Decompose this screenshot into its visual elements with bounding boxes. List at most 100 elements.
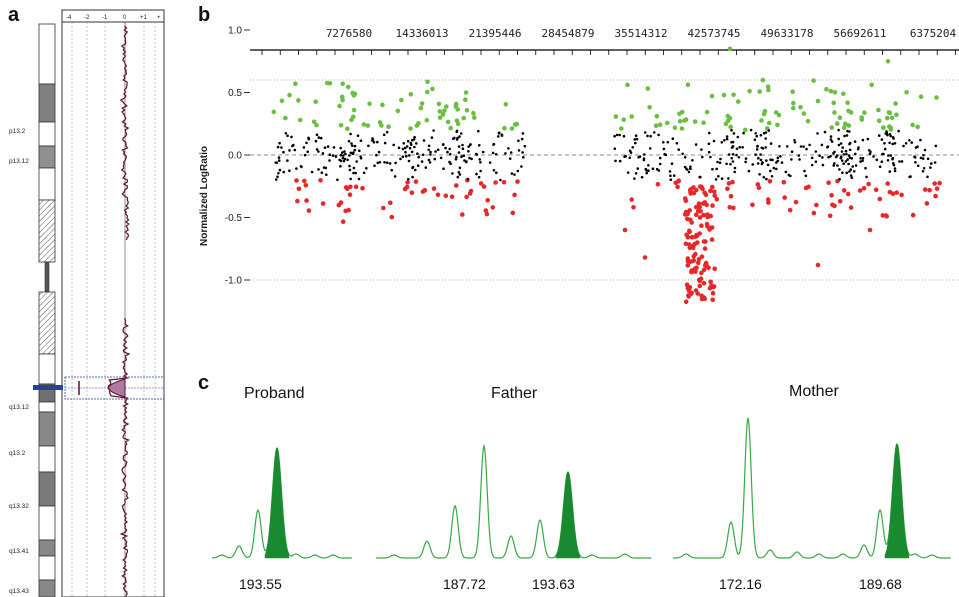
data-point	[631, 146, 634, 149]
data-point	[424, 166, 428, 169]
data-point	[791, 105, 796, 111]
data-point	[442, 143, 445, 146]
data-point	[730, 156, 733, 160]
data-point	[694, 143, 698, 146]
data-point	[685, 256, 691, 261]
data-point	[709, 155, 712, 159]
scale-label: 0	[123, 15, 127, 21]
data-point	[904, 90, 909, 95]
data-point	[798, 104, 803, 110]
data-point	[621, 117, 626, 122]
data-point	[475, 172, 478, 176]
data-point	[303, 153, 307, 157]
data-point	[708, 279, 713, 285]
band-label: q13.41	[9, 548, 29, 555]
data-point	[755, 134, 758, 138]
data-point	[704, 109, 710, 115]
data-point	[646, 134, 649, 138]
data-point	[820, 143, 824, 147]
data-point	[456, 136, 459, 140]
data-point	[696, 257, 702, 262]
data-point	[850, 157, 854, 160]
data-point	[431, 186, 437, 191]
data-point	[351, 152, 355, 156]
data-point	[468, 156, 471, 160]
data-point	[862, 110, 867, 115]
data-point	[834, 121, 840, 126]
data-point	[930, 162, 933, 165]
data-point	[828, 88, 834, 94]
data-point	[442, 167, 445, 170]
data-point	[719, 157, 722, 161]
data-point	[832, 89, 838, 95]
data-point	[766, 120, 772, 126]
data-point	[754, 153, 757, 156]
data-point	[892, 137, 895, 140]
data-point	[699, 296, 705, 302]
data-point	[390, 168, 394, 172]
data-point	[669, 178, 673, 181]
data-point	[458, 135, 461, 138]
data-point	[779, 155, 782, 158]
data-point	[362, 171, 366, 175]
data-point	[292, 143, 295, 147]
data-point	[829, 135, 833, 138]
data-point	[427, 144, 431, 148]
data-point	[899, 192, 904, 198]
data-point	[404, 150, 407, 154]
data-point	[887, 154, 890, 157]
data-point	[346, 158, 349, 162]
data-point	[731, 145, 735, 148]
data-point	[731, 153, 735, 156]
data-point	[859, 160, 862, 163]
data-point	[685, 285, 691, 291]
data-point	[723, 139, 726, 142]
data-point	[784, 170, 788, 174]
data-point	[457, 145, 461, 148]
data-point	[464, 108, 470, 113]
data-point	[888, 170, 892, 173]
data-point	[876, 107, 881, 113]
peak-label: 193.55	[239, 576, 282, 592]
data-point	[376, 140, 379, 144]
data-point	[286, 159, 289, 162]
data-point	[926, 175, 929, 179]
data-point	[866, 181, 871, 187]
data-point	[287, 92, 292, 98]
data-point	[703, 263, 708, 268]
data-point	[352, 166, 356, 170]
data-point	[373, 164, 376, 167]
data-point	[634, 172, 638, 175]
data-point	[477, 129, 480, 133]
data-point	[492, 169, 496, 172]
x-tick-label: 49633178	[761, 27, 814, 40]
data-point	[805, 147, 808, 151]
data-point	[352, 171, 355, 175]
data-point	[699, 270, 704, 276]
data-point	[760, 162, 764, 166]
data-point	[727, 205, 733, 210]
data-point	[922, 153, 925, 157]
data-point	[517, 149, 521, 152]
data-point	[459, 132, 463, 135]
data-point	[919, 138, 922, 142]
data-point	[429, 150, 432, 154]
data-point	[689, 165, 692, 169]
data-point	[351, 144, 354, 148]
data-point	[893, 167, 897, 170]
data-point	[464, 194, 469, 200]
data-point	[694, 233, 700, 239]
data-point	[738, 146, 741, 149]
highlighted-peak	[555, 471, 581, 559]
data-point	[759, 158, 763, 162]
data-point	[829, 125, 834, 130]
data-point	[886, 159, 890, 162]
data-point	[889, 134, 892, 138]
data-point	[803, 169, 806, 173]
data-point	[319, 136, 323, 140]
data-point	[437, 115, 443, 120]
data-point	[707, 227, 712, 232]
data-point	[340, 219, 346, 224]
data-point	[699, 175, 702, 179]
data-point	[422, 188, 428, 193]
